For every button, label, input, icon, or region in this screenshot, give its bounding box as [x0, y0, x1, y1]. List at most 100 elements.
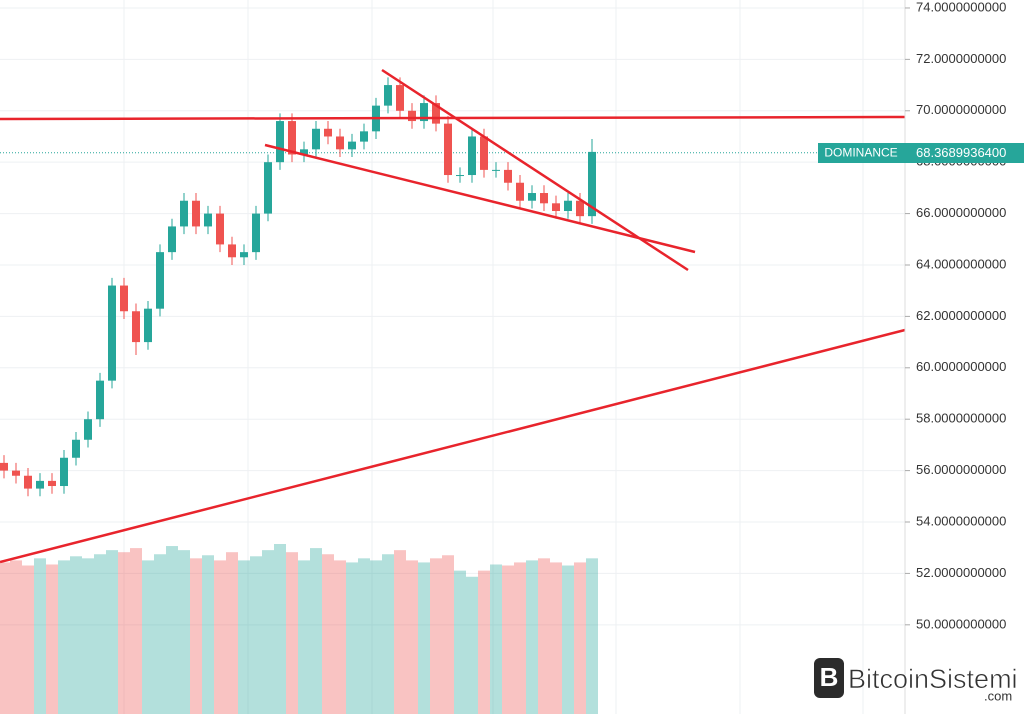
volume-bar — [430, 558, 442, 714]
candle-body — [528, 193, 536, 201]
series-name: DOMINANCE — [824, 146, 897, 160]
volume-bar — [454, 570, 466, 714]
y-tick-label: 70.0000000000 — [916, 102, 1006, 117]
price-value-box — [905, 143, 1024, 163]
candle-body — [48, 480, 56, 487]
volume-bar — [322, 554, 334, 714]
volume-bar — [10, 560, 22, 714]
candle-body — [324, 128, 332, 137]
candle-body — [588, 151, 596, 217]
volume-bar — [550, 562, 562, 714]
candle-body — [336, 136, 344, 150]
candle-body — [60, 457, 68, 487]
volume-bar — [310, 548, 322, 714]
plot — [0, 77, 905, 714]
volume-bar — [46, 564, 58, 714]
candle-body — [36, 480, 44, 489]
candle-body — [348, 141, 356, 150]
volume-bar — [178, 550, 190, 714]
volume-bar — [130, 548, 142, 714]
volume-bar — [370, 560, 382, 714]
candle-body — [240, 252, 248, 258]
volume-bar — [286, 552, 298, 714]
volume-bar — [274, 544, 286, 714]
price-value: 68.3689936400 — [916, 145, 1006, 160]
candle-body — [108, 285, 116, 381]
y-tick-label: 52.0000000000 — [916, 565, 1006, 580]
candle-body — [180, 200, 188, 227]
volume-bar — [334, 560, 346, 714]
candle-body — [456, 175, 464, 177]
candle-body — [168, 226, 176, 253]
volume-bar — [34, 558, 46, 714]
candle-body — [312, 128, 320, 150]
volume-bar — [22, 565, 34, 714]
volume-bar — [442, 555, 454, 714]
candle-body — [72, 439, 80, 458]
volume-bar — [538, 558, 550, 714]
candle-body — [480, 136, 488, 170]
y-tick-label: 74.0000000000 — [916, 0, 1006, 14]
y-tick-label: 54.0000000000 — [916, 513, 1006, 528]
volume-bar — [562, 565, 574, 714]
volume-bar — [58, 560, 70, 714]
candle-body — [144, 308, 152, 343]
volume-bar — [202, 555, 214, 714]
volume-bar — [574, 562, 586, 714]
candle-body — [444, 123, 452, 176]
volume-bar — [346, 562, 358, 714]
y-tick-label: 66.0000000000 — [916, 205, 1006, 220]
watermark-text: BitcoinSistemi — [848, 664, 1018, 694]
trendline — [0, 328, 906, 564]
candle-body — [96, 380, 104, 420]
volume-bar — [478, 570, 490, 714]
candle-body — [576, 200, 584, 217]
candle-body — [468, 136, 476, 176]
price-label: DOMINANCE 68.3689936400 — [818, 143, 1024, 163]
candle-body — [396, 85, 404, 111]
volume-bar — [190, 558, 202, 714]
candle-body — [360, 131, 368, 142]
volume-bar — [406, 560, 418, 714]
candle-body — [504, 169, 512, 183]
candle-body — [156, 252, 164, 309]
candle-body — [420, 103, 428, 122]
candle-body — [564, 200, 572, 212]
volume-bar — [466, 576, 478, 714]
candle-body — [552, 203, 560, 212]
volume-bar — [298, 560, 310, 714]
volume-bar — [106, 550, 118, 714]
y-tick-label: 50.0000000000 — [916, 616, 1006, 631]
y-tick-label: 62.0000000000 — [916, 308, 1006, 323]
candle-body — [540, 193, 548, 204]
candle-body — [492, 169, 500, 171]
volume-bar — [214, 560, 226, 714]
volume-bar — [526, 560, 538, 714]
watermark-icon-letter: B — [820, 662, 839, 692]
candle-body — [288, 121, 296, 155]
y-tick-label: 64.0000000000 — [916, 256, 1006, 271]
trendline — [264, 143, 696, 254]
volume-bar — [250, 556, 262, 714]
candle-body — [300, 149, 308, 155]
volume-bar — [586, 558, 598, 714]
watermark-suffix: .com — [984, 688, 1012, 703]
volume-bar — [490, 564, 502, 714]
candle-body — [228, 244, 236, 258]
y-tick-label: 58.0000000000 — [916, 411, 1006, 426]
volume-bar — [394, 550, 406, 714]
candle-body — [516, 182, 524, 201]
y-tick-label: 60.0000000000 — [916, 359, 1006, 374]
candle-body — [192, 200, 200, 227]
watermark-icon — [814, 658, 844, 698]
candle-body — [132, 311, 140, 343]
trendlines — [0, 68, 906, 564]
volume-bar — [514, 562, 526, 714]
candle-body — [432, 103, 440, 124]
candle-body — [24, 475, 32, 489]
volume-bar — [94, 554, 106, 714]
trendline — [0, 115, 906, 121]
y-axis-labels: 50.0000000000 52.0000000000 54.0000000000 5… — [905, 0, 1006, 631]
candle-body — [276, 121, 284, 163]
